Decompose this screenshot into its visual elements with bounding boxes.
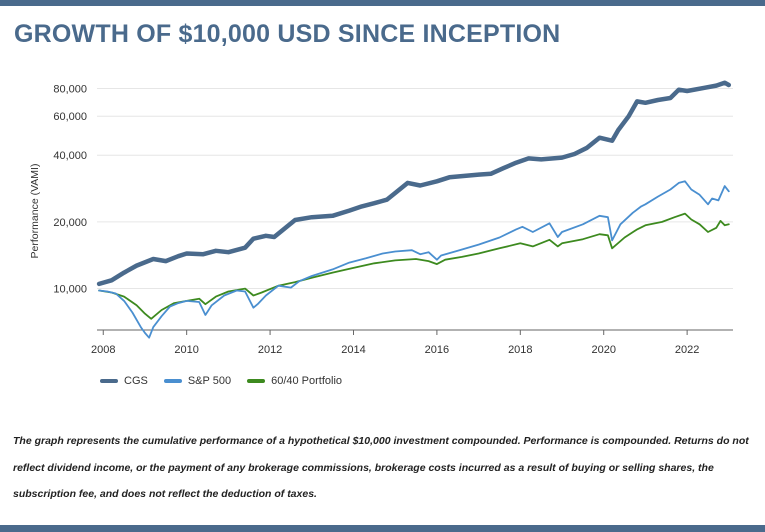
legend-swatch-sp500 (163, 379, 182, 383)
x-axis-ticks: 2008 2010 2012 2014 2016 2018 2020 2022 (91, 330, 699, 356)
legend-item-6040[interactable]: 60/40 Portfolio (247, 375, 342, 387)
x-tick-label: 2012 (258, 344, 282, 356)
series-line-cgs (96, 80, 732, 287)
y-tick-label: 10,000 (53, 284, 87, 296)
top-accent-bar (0, 0, 765, 6)
series-line-sp500 (98, 180, 730, 339)
legend-label-sp500: S&P 500 (187, 375, 232, 387)
legend-swatch-6040 (247, 379, 266, 383)
chart-legend: CGS S&P 500 60/40 Portfolio (100, 375, 342, 387)
legend-swatch-cgs (100, 379, 118, 383)
y-axis-ticks: 10,000 20,000 40,000 60,000 80,000 (53, 84, 87, 296)
growth-chart: 10,000 20,000 40,000 60,000 80,000 Performan… (29, 80, 733, 356)
x-tick-label: 2022 (675, 344, 699, 356)
x-tick-label: 2016 (425, 344, 449, 356)
series-lines (96, 80, 732, 339)
disclaimer-footnote: The graph represents the cumulative perf… (13, 435, 749, 500)
x-tick-label: 2008 (91, 344, 115, 356)
y-tick-label: 80,000 (53, 84, 87, 96)
x-tick-label: 2014 (341, 344, 365, 356)
bottom-accent-bar (0, 525, 765, 532)
y-tick-label: 60,000 (53, 111, 87, 123)
y-tick-label: 20,000 (53, 217, 87, 229)
y-axis-label: Performance (VAMI) (29, 164, 41, 259)
series-line-6040 (98, 212, 730, 320)
legend-item-sp500[interactable]: S&P 500 (163, 375, 232, 387)
x-tick-label: 2018 (508, 344, 532, 356)
page-title: GROWTH OF $10,000 USD SINCE INCEPTION (14, 20, 561, 48)
x-tick-label: 2020 (591, 344, 615, 356)
legend-label-6040: 60/40 Portfolio (271, 375, 343, 387)
x-tick-label: 2010 (174, 344, 198, 356)
legend-label-cgs: CGS (124, 375, 148, 387)
y-tick-label: 40,000 (53, 150, 87, 162)
legend-item-cgs[interactable]: CGS (100, 375, 148, 387)
